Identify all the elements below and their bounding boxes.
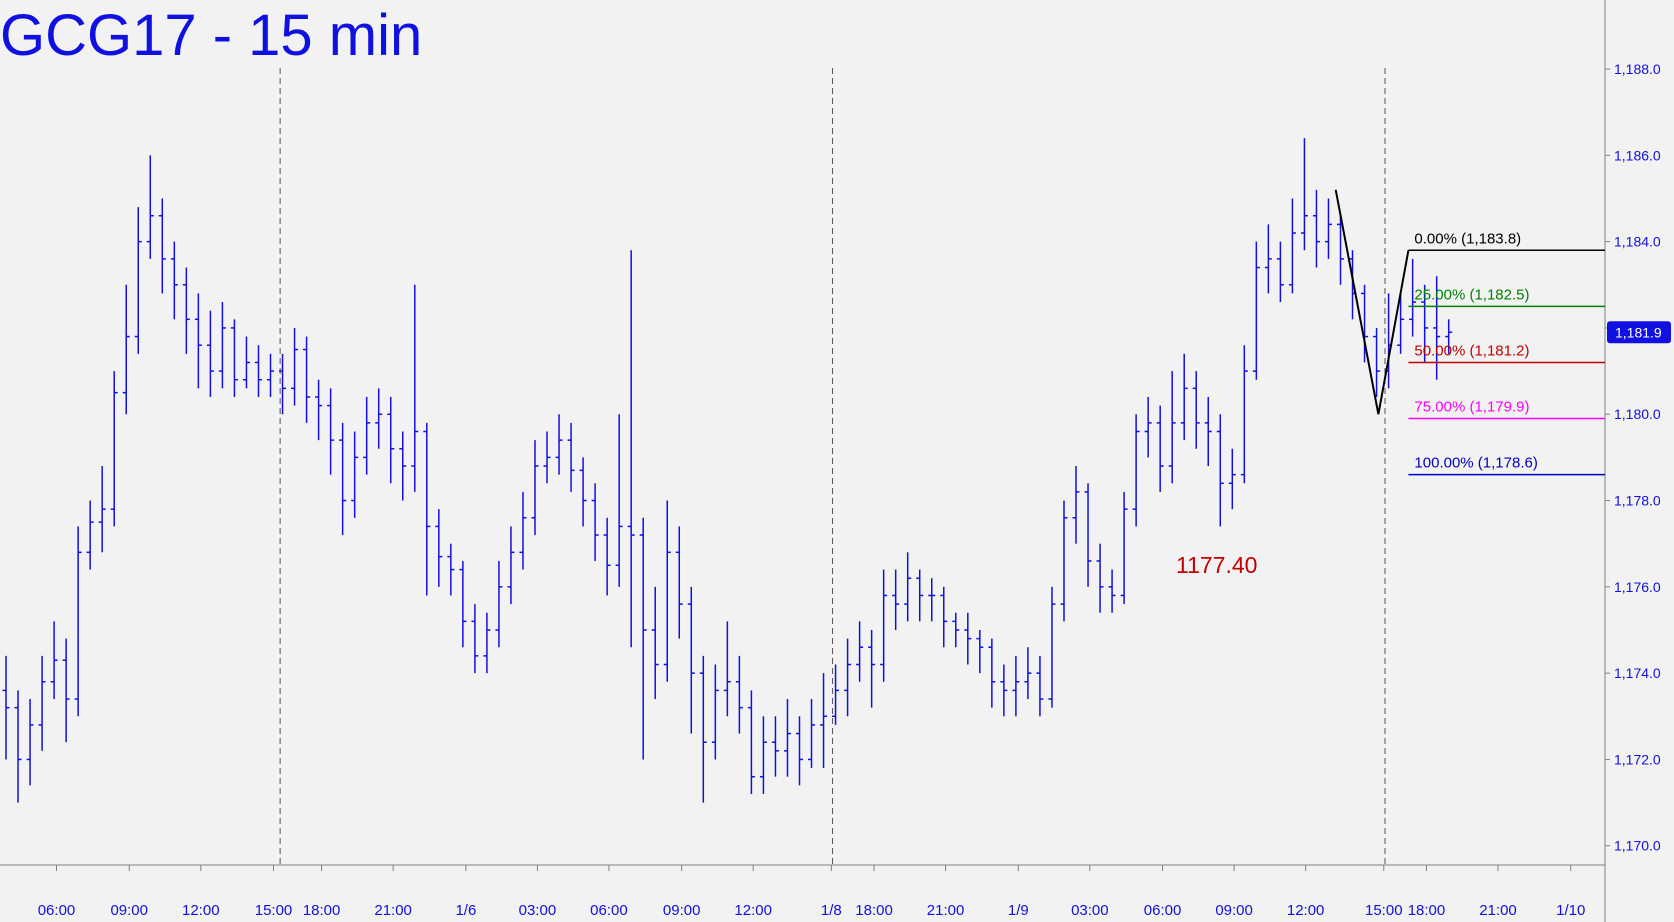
x-tick-label: 06:00 [590, 902, 628, 919]
y-tick-label: 1,184.0 [1614, 234, 1661, 250]
x-tick-label: 18:00 [1408, 902, 1446, 919]
x-tick-label: 1/6 [455, 902, 476, 919]
x-tick-label: 12:00 [734, 902, 772, 919]
zigzag-line [1334, 189, 1410, 415]
x-tick-label: 12:00 [1287, 902, 1325, 919]
x-tick-label: 09:00 [110, 902, 148, 919]
last-price-box [1607, 321, 1671, 344]
x-tick-label: 1/8 [821, 902, 842, 919]
x-tick-label: 21:00 [374, 902, 412, 919]
annotation: 1177.40 [1176, 552, 1257, 578]
x-tick-label: 12:00 [182, 902, 220, 919]
fib-label: 25.00% (1,182.5) [1414, 286, 1529, 303]
x-tick-label: 03:00 [1071, 902, 1109, 919]
x-tick-label: 21:00 [927, 902, 965, 919]
fib-label: 100.00% (1,178.6) [1414, 455, 1537, 472]
x-tick-label: 18:00 [303, 902, 341, 919]
x-tick-label: 09:00 [1215, 902, 1253, 919]
fib-label: 0.00% (1,183.8) [1414, 230, 1521, 247]
chart-title: GCG17 - 15 min [0, 3, 422, 68]
x-tick-label: 15:00 [255, 902, 293, 919]
y-tick-label: 1,172.0 [1614, 751, 1661, 767]
x-tick-label: 06:00 [1144, 902, 1182, 919]
ohlc-bars [2, 138, 1453, 803]
y-tick-label: 1,174.0 [1614, 665, 1661, 681]
y-tick-label: 1,186.0 [1614, 147, 1661, 163]
fib-label: 75.00% (1,179.9) [1414, 399, 1529, 416]
fib-label: 50.00% (1,181.2) [1414, 342, 1529, 359]
x-tick-label: 18:00 [855, 902, 893, 919]
x-tick-label: 03:00 [519, 902, 557, 919]
x-tick-label: 06:00 [38, 902, 76, 919]
y-tick-label: 1,180.0 [1614, 406, 1661, 422]
y-tick-label: 1,176.0 [1614, 579, 1661, 595]
x-tick-label: 09:00 [663, 902, 701, 919]
y-tick-label: 1,170.0 [1614, 838, 1661, 854]
y-tick-label: 1,178.0 [1614, 493, 1661, 509]
x-tick-label: 1/9 [1008, 902, 1029, 919]
last-price-label: 1,181.9 [1615, 324, 1662, 340]
y-tick-label: 1,188.0 [1614, 61, 1661, 77]
x-tick-label: 21:00 [1479, 902, 1517, 919]
x-tick-label: 15:00 [1365, 902, 1403, 919]
x-tick-label: 1/10 [1556, 902, 1585, 919]
